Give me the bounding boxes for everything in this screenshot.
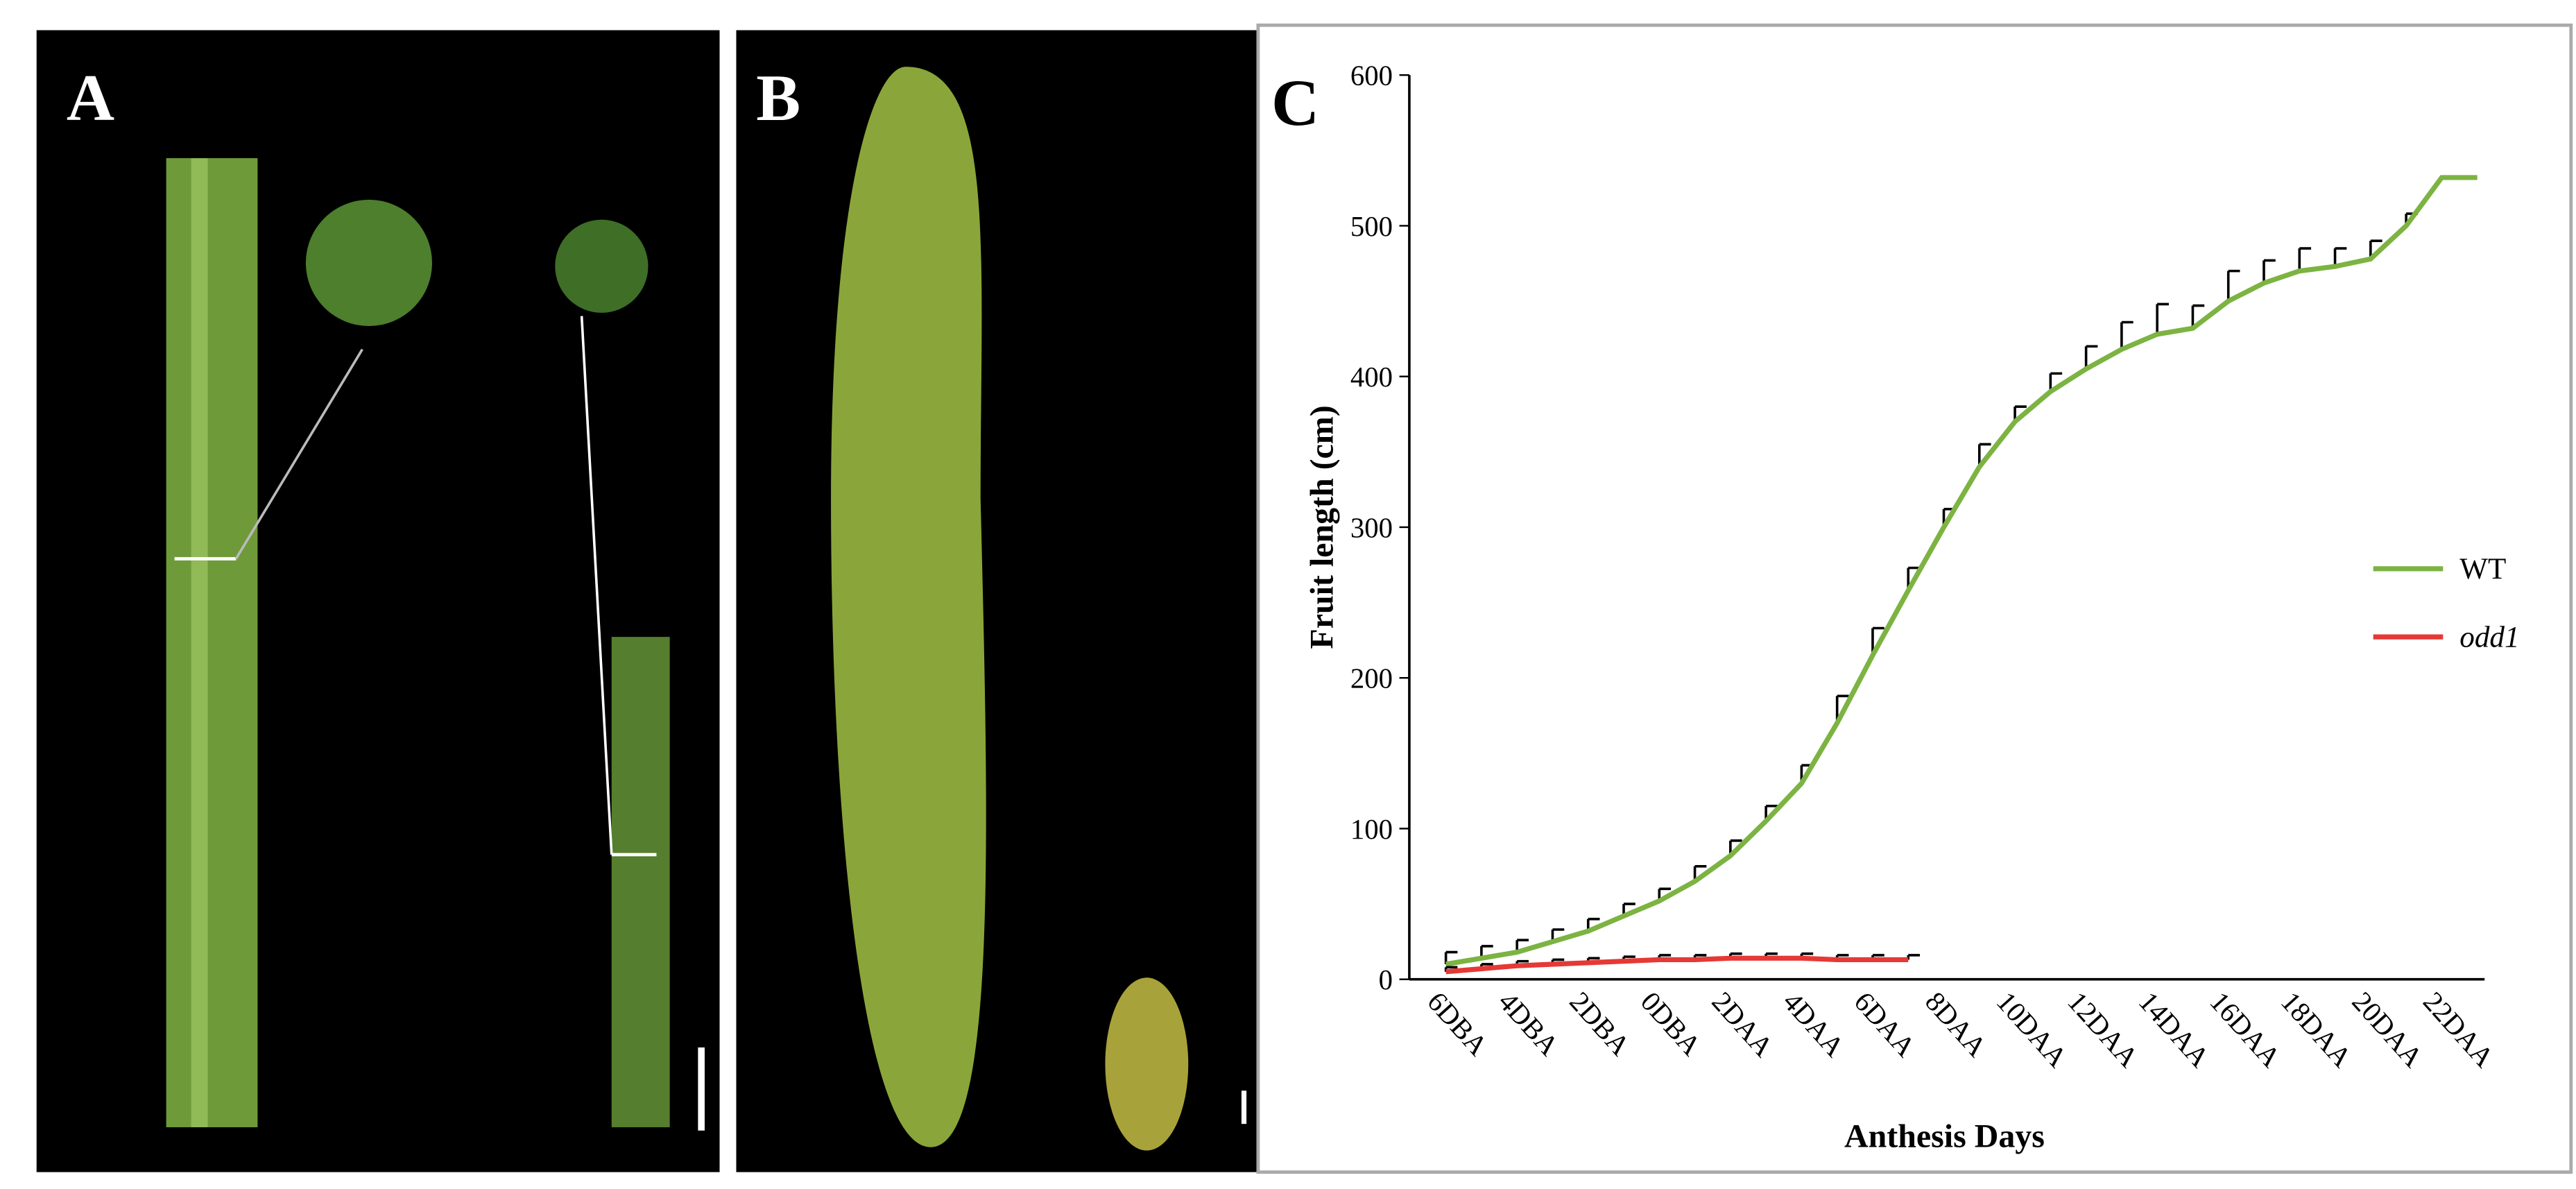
y-tick-label: 300 bbox=[1350, 512, 1393, 543]
ovary-stripe bbox=[191, 158, 208, 1127]
panel-label: C bbox=[1271, 66, 1319, 139]
series-line bbox=[1445, 955, 1909, 975]
y-tick-label: 400 bbox=[1350, 361, 1393, 393]
section bbox=[305, 199, 432, 327]
ovary-mutant bbox=[611, 637, 670, 1127]
legend-label: odd1 bbox=[2459, 621, 2519, 653]
error-bar bbox=[2333, 247, 2347, 267]
error-bar bbox=[2191, 304, 2205, 329]
panel-label: A bbox=[67, 61, 114, 135]
y-tick-label: 100 bbox=[1350, 814, 1393, 845]
y-tick-label: 0 bbox=[1379, 964, 1393, 995]
error-bar bbox=[2120, 320, 2133, 350]
error-bar bbox=[2226, 269, 2240, 302]
photo-b bbox=[736, 30, 1258, 1172]
x-axis-title: Anthesis Days bbox=[1844, 1118, 2045, 1155]
error-bar bbox=[2049, 372, 2063, 392]
section bbox=[555, 219, 649, 313]
error-bar bbox=[2262, 259, 2276, 284]
fruit-mutant bbox=[1105, 977, 1189, 1151]
fruit-wt bbox=[831, 67, 986, 1147]
panel-label: B bbox=[756, 61, 800, 135]
scale-bar bbox=[1241, 1090, 1247, 1124]
scale-bar bbox=[698, 1047, 705, 1131]
chart-frame bbox=[1256, 23, 2573, 1174]
error-bar bbox=[2156, 302, 2169, 334]
y-tick-label: 200 bbox=[1350, 663, 1393, 694]
ovary-wt bbox=[166, 158, 258, 1127]
pointer bbox=[234, 348, 363, 560]
y-tick-label: 500 bbox=[1350, 211, 1393, 242]
series-line bbox=[1445, 175, 2478, 967]
error-bar bbox=[2298, 247, 2312, 271]
legend-label: WT bbox=[2459, 553, 2506, 585]
y-axis-title: Fruit length (cm) bbox=[1304, 405, 1341, 649]
y-tick-label: 600 bbox=[1350, 60, 1393, 92]
error-bar bbox=[2084, 345, 2098, 369]
pointer bbox=[580, 316, 613, 855]
